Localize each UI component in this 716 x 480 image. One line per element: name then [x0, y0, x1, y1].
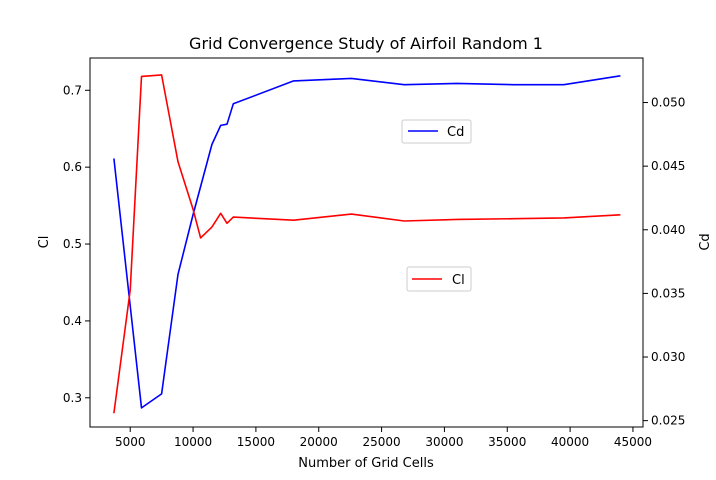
- y-right-tick-label: 0.025: [651, 414, 685, 428]
- legend-cl: Cl: [406, 266, 472, 292]
- y-axis-left: 0.3 0.4 0.5 0.6 0.7: [63, 83, 90, 405]
- y-right-tick-label: 0.050: [651, 96, 685, 110]
- x-tick-label: 35000: [488, 435, 526, 449]
- series-line-cl: [113, 74, 621, 414]
- x-tick-label: 40000: [551, 435, 589, 449]
- x-axis-label: Number of Grid Cells: [298, 456, 434, 471]
- y-axis-left-label: Cl: [37, 236, 52, 249]
- x-tick-label: 25000: [362, 435, 400, 449]
- chart-title: Grid Convergence Study of Airfoil Random…: [189, 34, 543, 53]
- y-left-tick-label: 0.4: [63, 314, 82, 328]
- x-tick-label: 15000: [237, 435, 275, 449]
- plot-frame: [89, 57, 644, 428]
- y-left-tick-label: 0.3: [63, 391, 82, 405]
- x-tick-label: 10000: [174, 435, 212, 449]
- y-right-tick-label: 0.045: [651, 159, 685, 173]
- legend-cd-label: Cd: [447, 125, 464, 140]
- y-axis-right: 0.025 0.030 0.035 0.040 0.045 0.050: [643, 96, 685, 428]
- x-axis: 5000 10000 15000 20000 25000 30000 35000 40000 4…: [115, 427, 652, 449]
- y-right-tick-label: 0.035: [651, 286, 685, 300]
- y-left-tick-label: 0.6: [63, 160, 82, 174]
- x-tick-label: 5000: [115, 435, 146, 449]
- x-tick-label: 20000: [300, 435, 338, 449]
- y-axis-right-label: Cd: [698, 233, 713, 250]
- series-line-cd: [113, 75, 621, 409]
- y-right-tick-label: 0.030: [651, 350, 685, 364]
- y-right-tick-label: 0.040: [651, 223, 685, 237]
- y-left-tick-label: 0.5: [63, 237, 82, 251]
- legend-cd: Cd: [401, 119, 472, 144]
- x-tick-label: 45000: [614, 435, 652, 449]
- plot-area: [113, 74, 621, 414]
- x-tick-label: 30000: [425, 435, 463, 449]
- y-left-tick-label: 0.7: [63, 83, 82, 97]
- legend-cl-label: Cl: [452, 273, 465, 288]
